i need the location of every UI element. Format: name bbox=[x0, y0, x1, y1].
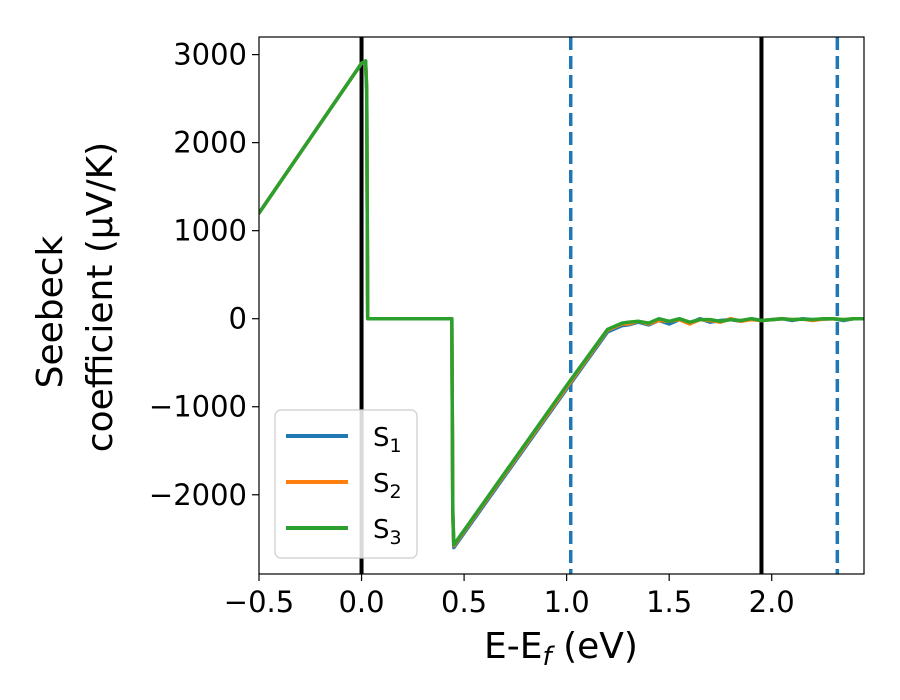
x-axis-label: E-Ef (eV) bbox=[484, 626, 638, 672]
y-tick-label: 0 bbox=[229, 302, 247, 336]
y-tick-label: 3000 bbox=[173, 38, 247, 72]
y-tick-label: −1000 bbox=[149, 390, 247, 424]
y-axis-label-line2: coefficient (μV/K) bbox=[80, 142, 121, 452]
y-tick-label: 2000 bbox=[173, 126, 247, 160]
y-axis-label-line1: Seebeck bbox=[30, 235, 71, 388]
x-tick-label: 2.0 bbox=[749, 585, 795, 619]
y-tick-label: −2000 bbox=[149, 478, 247, 512]
x-tick-label: 1.5 bbox=[646, 585, 692, 619]
legend: S1 S2 S3 bbox=[274, 409, 418, 559]
y-tick-label: 1000 bbox=[173, 214, 247, 248]
x-tick-label: 0.5 bbox=[441, 585, 487, 619]
x-tick-label: −0.5 bbox=[224, 585, 294, 619]
legend-label-s2: S2 bbox=[373, 469, 402, 503]
y-axis-ticks: 3000 2000 1000 0 −1000 −2000 bbox=[149, 38, 259, 512]
x-axis-ticks: −0.5 0.0 0.5 1.0 1.5 2.0 bbox=[224, 574, 795, 619]
legend-label-s3: S3 bbox=[373, 515, 402, 549]
series-layer bbox=[259, 59, 864, 550]
series-line-s3 bbox=[259, 59, 864, 547]
vertical-reference-lines bbox=[359, 37, 840, 574]
x-tick-label: 0.0 bbox=[338, 585, 384, 619]
legend-label-s1: S1 bbox=[373, 423, 402, 457]
plot-frame bbox=[258, 36, 865, 575]
x-tick-label: 1.0 bbox=[544, 585, 590, 619]
